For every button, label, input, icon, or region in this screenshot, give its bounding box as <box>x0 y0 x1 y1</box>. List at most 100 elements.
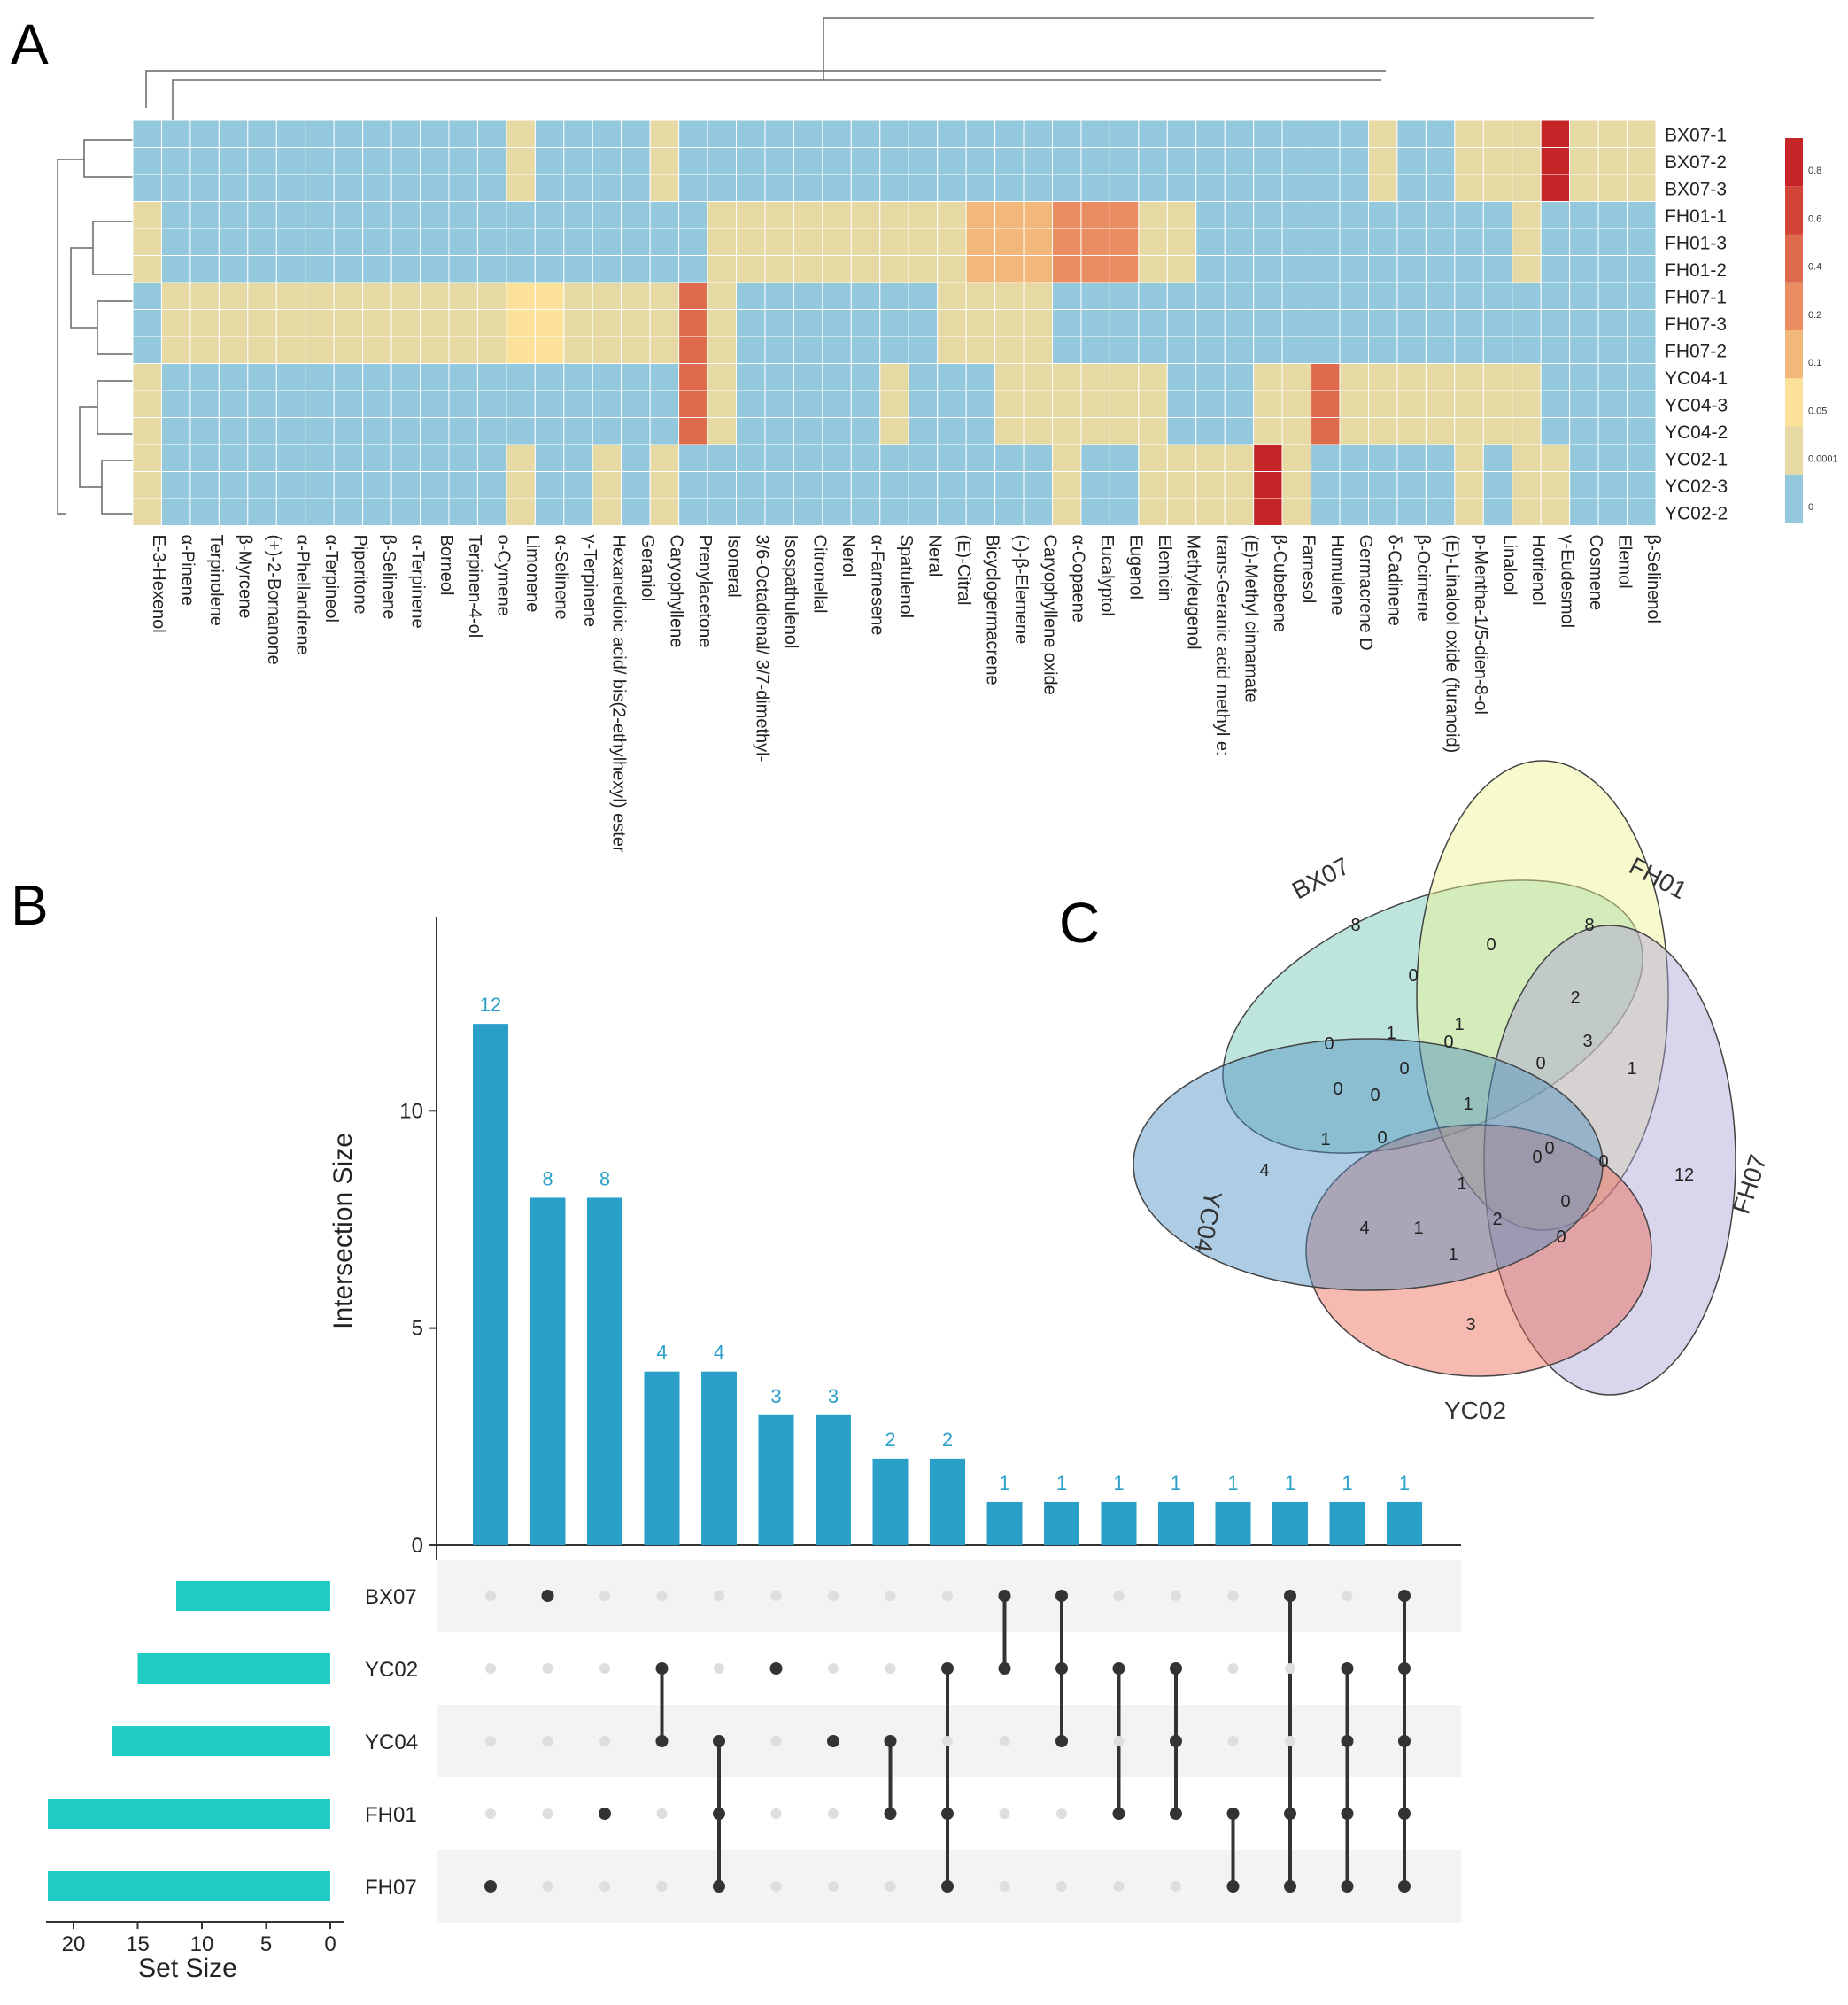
heatmap-cell <box>420 336 450 364</box>
heatmap-cell <box>506 120 536 148</box>
heatmap-cell <box>1281 282 1312 310</box>
heatmap-cell <box>1482 255 1513 283</box>
heatmap-cell <box>333 471 364 499</box>
heatmap-cell <box>1023 498 1053 526</box>
heatmap-cell <box>678 471 708 499</box>
heatmap-cell <box>506 147 536 175</box>
heatmap-cell <box>1023 201 1053 229</box>
heatmap-cell <box>333 147 364 175</box>
heatmap-column-label: Eucalyptol <box>1097 535 1117 616</box>
heatmap-cell <box>707 363 738 391</box>
heatmap-cell <box>563 471 593 499</box>
heatmap-cell <box>1281 336 1312 364</box>
matrix-dot-empty <box>770 1736 782 1746</box>
heatmap-cell <box>305 174 335 202</box>
matrix-dot-empty <box>656 1881 668 1892</box>
heatmap-cell <box>1425 174 1456 202</box>
heatmap-row-label: FH07-2 <box>1665 341 1727 361</box>
heatmap-cell <box>1339 282 1369 310</box>
heatmap-column-label: α-Farnesene <box>868 535 887 636</box>
heatmap-cell <box>1512 363 1542 391</box>
heatmap-cell <box>420 363 450 391</box>
heatmap-cell <box>879 174 909 202</box>
heatmap-row-label: FH07-3 <box>1665 314 1727 335</box>
heatmap-cell <box>1166 309 1197 337</box>
heatmap-cell <box>275 282 306 310</box>
heatmap-cell <box>678 363 708 391</box>
intersection-bars: 12 8 8 4 4 3 3 2 2 1 1 1 1 1 1 1 1 <box>473 994 1422 1545</box>
heatmap-cell <box>1569 336 1599 364</box>
heatmap-cell <box>1512 471 1542 499</box>
venn-region-count: 0 <box>1333 1080 1342 1099</box>
heatmap-cell <box>476 363 507 391</box>
legend-tick-label: 0.0001 <box>1808 454 1838 465</box>
y-tick-label: 10 <box>399 1099 423 1123</box>
heatmap-cell <box>736 390 766 418</box>
heatmap-cell <box>1627 336 1657 364</box>
heatmap-cell <box>275 498 306 526</box>
heatmap-cell <box>506 228 536 256</box>
heatmap-cell <box>1367 282 1398 310</box>
heatmap-cell <box>506 201 536 229</box>
heatmap-cell <box>965 228 996 256</box>
heatmap-cell <box>218 309 249 337</box>
heatmap-cell <box>1482 498 1513 526</box>
intersection-matrix <box>484 1590 1411 1893</box>
heatmap-cell <box>1339 174 1369 202</box>
heatmap-cell <box>1051 255 1082 283</box>
heatmap-cell <box>850 174 881 202</box>
heatmap-cell <box>1281 120 1312 148</box>
matrix-dot-empty <box>714 1663 724 1674</box>
heatmap-cell <box>1311 309 1341 337</box>
heatmap-cell <box>160 390 191 418</box>
heatmap-cell <box>793 282 823 310</box>
heatmap-cell <box>132 228 162 256</box>
heatmap-cell <box>879 390 909 418</box>
heatmap-column-label: Methyleugenol <box>1184 535 1203 650</box>
matrix-dot-empty <box>1285 1736 1295 1746</box>
matrix-dot-empty <box>885 1663 896 1674</box>
heatmap-cell <box>305 282 335 310</box>
heatmap-cell <box>649 120 680 148</box>
heatmap-cell <box>218 498 249 526</box>
heatmap-cell <box>448 120 478 148</box>
heatmap-cell <box>1023 228 1053 256</box>
heatmap-cell <box>362 390 392 418</box>
intersection-bar-value: 4 <box>714 1342 724 1364</box>
heatmap-cell <box>822 282 852 310</box>
heatmap-cell <box>1425 309 1456 337</box>
heatmap-cell <box>1224 255 1255 283</box>
heatmap-cell <box>822 255 852 283</box>
heatmap-column-label: β-Selinene <box>379 535 398 620</box>
y-tick-label: 5 <box>412 1317 423 1341</box>
heatmap-cell <box>764 147 794 175</box>
heatmap-cell <box>1482 147 1513 175</box>
heatmap-cell <box>390 444 421 472</box>
heatmap-cell <box>1569 309 1599 337</box>
heatmap-cell <box>1454 309 1484 337</box>
heatmap-cell <box>707 444 738 472</box>
legend-color-swatch <box>1785 234 1803 283</box>
heatmap-cell <box>1311 147 1341 175</box>
heatmap-cell <box>1281 471 1312 499</box>
heatmap-cell <box>1109 201 1140 229</box>
heatmap-column-label: Linalool <box>1500 535 1519 596</box>
heatmap-cell <box>1512 147 1542 175</box>
heatmap-cell <box>247 309 277 337</box>
heatmap-cell <box>649 417 680 445</box>
heatmap-cell <box>764 255 794 283</box>
heatmap-cell <box>621 309 651 337</box>
heatmap-cell <box>1396 498 1427 526</box>
heatmap-cell <box>592 471 622 499</box>
heatmap-cell <box>1425 363 1456 391</box>
heatmap-cell <box>908 147 939 175</box>
heatmap-column-label: α-Pinene <box>178 535 197 607</box>
heatmap-cell <box>850 255 881 283</box>
heatmap-cell <box>1224 471 1255 499</box>
heatmap-cell <box>793 147 823 175</box>
heatmap-cell <box>476 309 507 337</box>
heatmap-cell <box>132 147 162 175</box>
matrix-dot-empty <box>542 1736 553 1746</box>
